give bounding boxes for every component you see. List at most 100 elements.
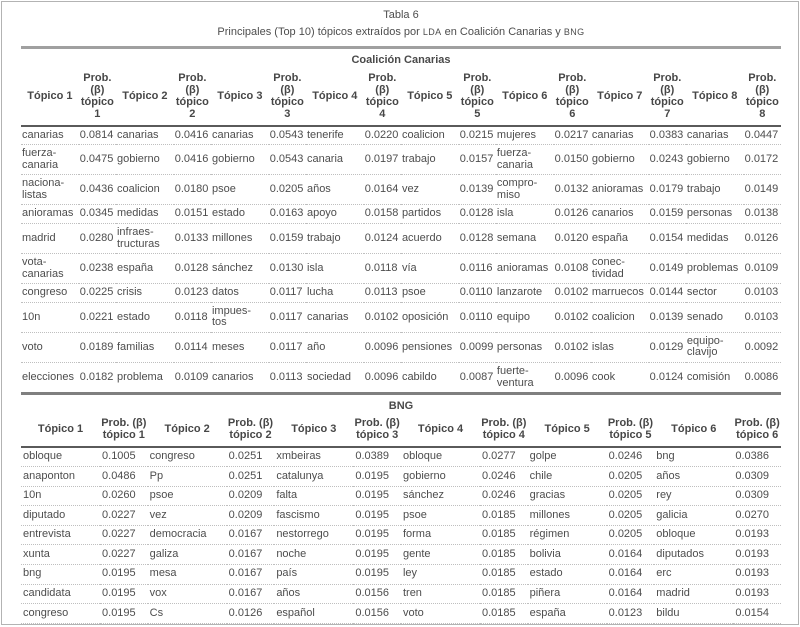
prob-cell: 0.0167	[226, 524, 275, 545]
acronym: BNG	[563, 26, 585, 37]
table-row: anioramas 0.0345 medidas 0.0151 estado 0.0163…	[21, 204, 781, 224]
term-cell: galiza	[147, 544, 227, 565]
term-cell: diputados	[654, 544, 734, 565]
prob-cell: 0.0195	[353, 505, 401, 526]
prob-cell: 0.0156	[353, 583, 401, 604]
prob-cell: 0.0260	[100, 485, 148, 506]
topic-column-header: Tópico 8	[692, 89, 738, 102]
prob-cell: 0.0103	[743, 283, 781, 303]
term-cell: fuerte- ventura	[495, 361, 554, 394]
prob-cell: 0.0195	[353, 524, 401, 545]
term-cell: vía	[400, 253, 459, 284]
prob-column-header: Prob. (β) tópico 8	[745, 71, 779, 121]
prob-cell: 0.0220	[364, 128, 399, 141]
term-cell: congreso	[149, 450, 195, 463]
term-cell: equipo- clavijo	[685, 331, 744, 363]
term-cell: bolivia	[527, 544, 607, 565]
bng-topics-table: Tópico 1 Prob. (β) tópico 1 Tópico 2 Prob. …	[21, 414, 781, 624]
prob-cell: 0.0172	[743, 144, 781, 175]
term-cell: trabajo	[305, 223, 364, 254]
prob-cell: 0.0270	[733, 505, 781, 526]
prob-cell: 0.0225	[78, 283, 116, 303]
term-cell: franco	[274, 622, 354, 624]
term-cell: canarios	[590, 204, 649, 224]
term-cell: isla	[305, 253, 364, 284]
term-cell: catalunya	[274, 466, 354, 487]
term-cell: mesa	[147, 563, 227, 584]
section-title-coalicion-canarias: Coalición Canarias	[351, 53, 451, 66]
table-row: fuerza- canaria 0.0475 gobierno 0.0416 gobie…	[21, 144, 781, 175]
topic-column-header: Tópico 3	[217, 89, 263, 102]
term-cell: anioramas	[21, 204, 79, 224]
term-cell: datos	[210, 283, 269, 303]
prob-cell: 0.0185	[479, 505, 528, 526]
term-cell: marruecos	[590, 283, 649, 303]
prob-cell: 0.0158	[363, 204, 401, 224]
term-cell: personas	[21, 622, 101, 624]
prob-cell: 0.0159	[648, 204, 686, 224]
table-row: congreso 0.0225 crisis 0.0123 datos 0.0117 luc…	[21, 283, 781, 303]
term-cell: trabajo	[685, 174, 744, 205]
term-cell: tren	[400, 583, 480, 604]
prob-cell: 0.0154	[648, 223, 686, 254]
table-row: entrevista 0.0227 democracia 0.0167 nestorre…	[21, 524, 781, 545]
prob-cell: 0.0246	[479, 466, 528, 487]
term-cell: congreso	[21, 603, 101, 624]
prob-cell: 0.0109	[173, 361, 211, 394]
prob-cell: 0.0092	[743, 331, 781, 363]
prob-cell: 0.0150	[553, 144, 591, 175]
prob-cell: 0.0108	[553, 253, 591, 284]
prob-cell: 0.0193	[733, 524, 781, 545]
prob-column-header: Prob. (β) tópico 1	[101, 417, 147, 442]
table-title: Principales (Top 10) tópicos extraídos p…	[21, 26, 781, 40]
term-cell: españa	[590, 223, 649, 254]
prob-cell: 0.0151	[173, 204, 211, 224]
prob-cell: 0.0185	[479, 603, 528, 624]
prob-cell: 0.0138	[743, 204, 781, 224]
table-row: personas0.0195cárcel0.0126franco0.0156pp…	[21, 622, 781, 624]
prob-cell: 0.0154	[733, 622, 781, 624]
prob-cell: 0.0086	[743, 361, 781, 394]
prob-cell: 0.0157	[458, 144, 496, 175]
term-cell: país	[274, 563, 354, 584]
term-cell: fuerza- canaria	[21, 144, 79, 175]
term-cell: Cs	[147, 603, 227, 624]
term-cell: naciona- listas	[21, 174, 79, 205]
prob-cell: 0.0156	[353, 622, 401, 624]
prob-cell: 0.0486	[100, 466, 148, 487]
prob-cell: 0.0180	[173, 174, 211, 205]
prob-cell: 0.0110	[458, 301, 496, 333]
table-row: xunta 0.0227 galiza 0.0167 noche 0.0195 gente 0…	[21, 544, 781, 565]
term-cell: gracias	[527, 485, 607, 506]
prob-cell: 0.0475	[78, 144, 116, 175]
table-row: 10n 0.0221 estado 0.0118 impues- tos 0.0117 ca…	[21, 301, 781, 333]
prob-cell: 0.0197	[363, 144, 401, 175]
term-cell: obloque	[23, 450, 63, 463]
prob-cell: 0.0123	[606, 622, 655, 624]
term-cell: cup	[654, 622, 734, 624]
term-cell: fascismo	[274, 505, 354, 526]
term-cell: gobierno	[685, 144, 744, 175]
prob-cell: 0.0185	[479, 544, 528, 565]
prob-cell: 0.0126	[553, 204, 591, 224]
term-cell: democracia	[147, 524, 227, 545]
prob-cell: 0.0195	[100, 563, 148, 584]
prob-cell: 0.0243	[648, 144, 686, 175]
prob-cell: 0.0221	[78, 301, 116, 333]
prob-cell: 0.0102	[553, 331, 591, 363]
prob-column-header: Prob. (β) tópico 2	[175, 71, 209, 121]
prob-cell: 0.0113	[363, 283, 401, 303]
prob-cell: 0.0189	[78, 331, 116, 363]
term-cell: cook	[590, 361, 649, 394]
term-cell: coalicion	[115, 174, 174, 205]
prob-cell: 0.0096	[553, 361, 591, 394]
prob-cell: 0.0185	[479, 563, 528, 584]
prob-cell: 0.0126	[743, 223, 781, 254]
table-row: congreso 0.0195 Cs 0.0126 español 0.0156 voto 0…	[21, 603, 781, 624]
table-row: 10n 0.0260 psoe 0.0209 falta 0.0195 sánchez 0.0…	[21, 485, 781, 506]
table-caption: Tabla 6 Principales (Top 10) tópicos ext…	[21, 9, 781, 40]
term-cell: gobierno	[590, 144, 649, 175]
prob-column-header: Prob. (β) tópico 3	[270, 71, 304, 121]
term-cell: xmbeiras	[276, 450, 321, 463]
term-cell: comisión	[685, 361, 744, 394]
